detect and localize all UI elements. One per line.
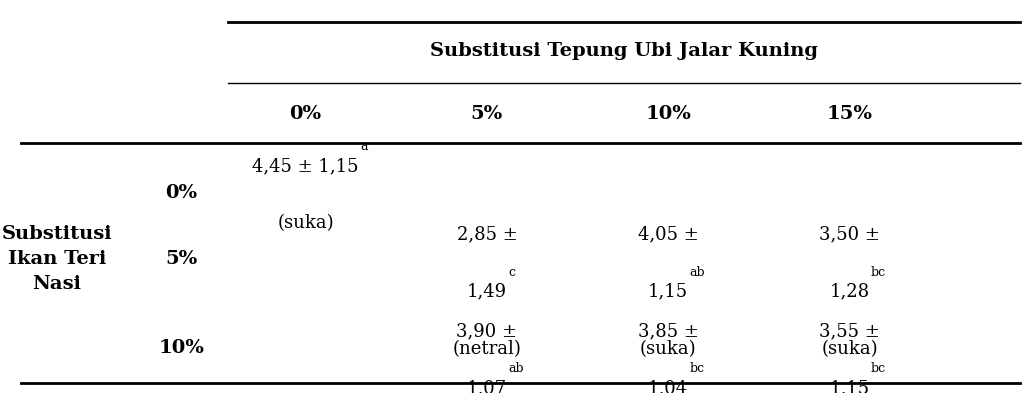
Text: bc: bc — [690, 362, 704, 375]
Text: 5%: 5% — [165, 250, 198, 268]
Text: 3,50 ±: 3,50 ± — [819, 226, 880, 244]
Text: (netral): (netral) — [453, 340, 521, 358]
Text: (suka): (suka) — [640, 340, 696, 358]
Text: 1,15: 1,15 — [649, 283, 688, 301]
Text: Substitusi
Ikan Teri
Nasi: Substitusi Ikan Teri Nasi — [2, 225, 112, 294]
Text: ab: ab — [690, 266, 706, 279]
Text: bc: bc — [871, 266, 886, 279]
Text: a: a — [361, 140, 368, 153]
Text: 4,45 ± 1,15: 4,45 ± 1,15 — [253, 157, 358, 175]
Text: 0%: 0% — [165, 184, 198, 202]
Text: 3,90 ±: 3,90 ± — [457, 322, 517, 340]
Text: 5%: 5% — [470, 105, 503, 123]
Text: 1,07: 1,07 — [467, 379, 507, 393]
Text: 15%: 15% — [827, 105, 872, 123]
Text: 4,05 ±: 4,05 ± — [638, 226, 698, 244]
Text: bc: bc — [871, 362, 886, 375]
Text: 1,15: 1,15 — [830, 379, 869, 393]
Text: 3,55 ±: 3,55 ± — [819, 322, 880, 340]
Text: 1,04: 1,04 — [649, 379, 688, 393]
Text: Substitusi Tepung Ubi Jalar Kuning: Substitusi Tepung Ubi Jalar Kuning — [430, 42, 818, 60]
Text: ab: ab — [509, 362, 524, 375]
Text: 1,49: 1,49 — [467, 283, 507, 301]
Text: (suka): (suka) — [278, 214, 334, 232]
Text: 10%: 10% — [645, 105, 691, 123]
Text: 10%: 10% — [159, 339, 204, 357]
Text: 0%: 0% — [289, 105, 322, 123]
Text: 2,85 ±: 2,85 ± — [457, 226, 517, 244]
Text: (suka): (suka) — [822, 340, 877, 358]
Text: 1,28: 1,28 — [830, 283, 869, 301]
Text: 3,85 ±: 3,85 ± — [638, 322, 698, 340]
Text: c: c — [509, 266, 515, 279]
